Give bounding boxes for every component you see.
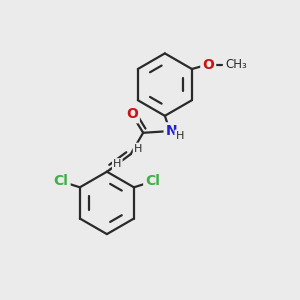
Text: H: H: [176, 131, 184, 141]
Text: CH₃: CH₃: [226, 58, 247, 71]
Text: Cl: Cl: [145, 174, 160, 188]
Text: H: H: [113, 159, 122, 169]
Text: Cl: Cl: [54, 174, 69, 188]
Text: H: H: [134, 144, 142, 154]
Text: O: O: [126, 107, 138, 121]
Text: O: O: [202, 58, 214, 71]
Text: N: N: [166, 124, 177, 138]
